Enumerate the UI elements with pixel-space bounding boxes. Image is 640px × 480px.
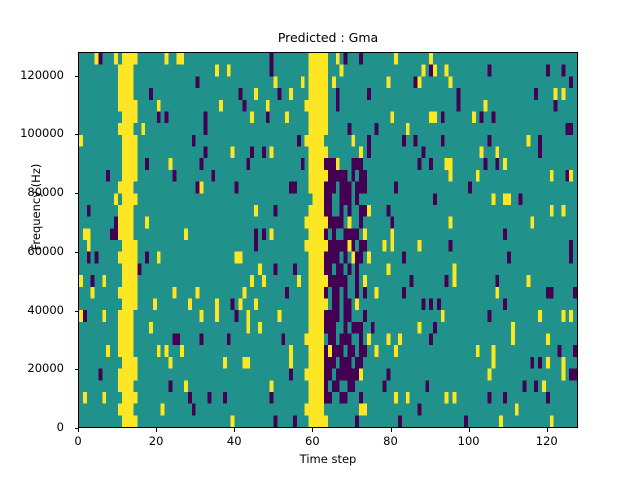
y-tick-mark xyxy=(74,193,78,194)
y-tick-label: 40000 xyxy=(27,302,64,317)
y-tick-mark xyxy=(74,251,78,253)
x-axis-label: Time step xyxy=(299,452,357,466)
y-tick-label: 80000 xyxy=(27,185,64,199)
y-tick-mark xyxy=(74,428,78,429)
y-tick-label: 100000 xyxy=(20,126,64,141)
x-tick-mark xyxy=(234,428,236,432)
y-tick-mark xyxy=(74,134,78,136)
x-tick-label: 0 xyxy=(74,434,82,448)
y-tick-mark xyxy=(74,310,78,312)
y-tick-label: 60000 xyxy=(27,243,64,258)
heatmap-plot-area xyxy=(78,52,578,428)
heatmap-image xyxy=(79,53,577,427)
x-tick-mark xyxy=(390,428,392,432)
x-tick-mark xyxy=(546,428,548,432)
x-tick-label: 80 xyxy=(383,434,398,448)
page-title: Predicted : Gma xyxy=(277,30,379,45)
x-tick-mark xyxy=(156,428,158,432)
y-tick-mark xyxy=(74,75,78,77)
y-tick-label: 120000 xyxy=(20,67,64,82)
x-tick-mark xyxy=(78,428,79,432)
y-axis-label: Frequency (Hz) xyxy=(29,163,43,251)
x-tick-label: 60 xyxy=(305,434,320,448)
x-tick-mark xyxy=(468,428,470,432)
y-tick-label: 20000 xyxy=(27,361,64,376)
x-tick-label: 40 xyxy=(226,434,242,448)
x-tick-mark xyxy=(312,428,314,432)
y-tick-mark xyxy=(74,369,78,371)
x-tick-label: 20 xyxy=(148,434,164,448)
x-tick-label: 120 xyxy=(535,434,558,448)
x-tick-label: 100 xyxy=(457,434,480,448)
y-tick-label: 0 xyxy=(56,420,64,434)
